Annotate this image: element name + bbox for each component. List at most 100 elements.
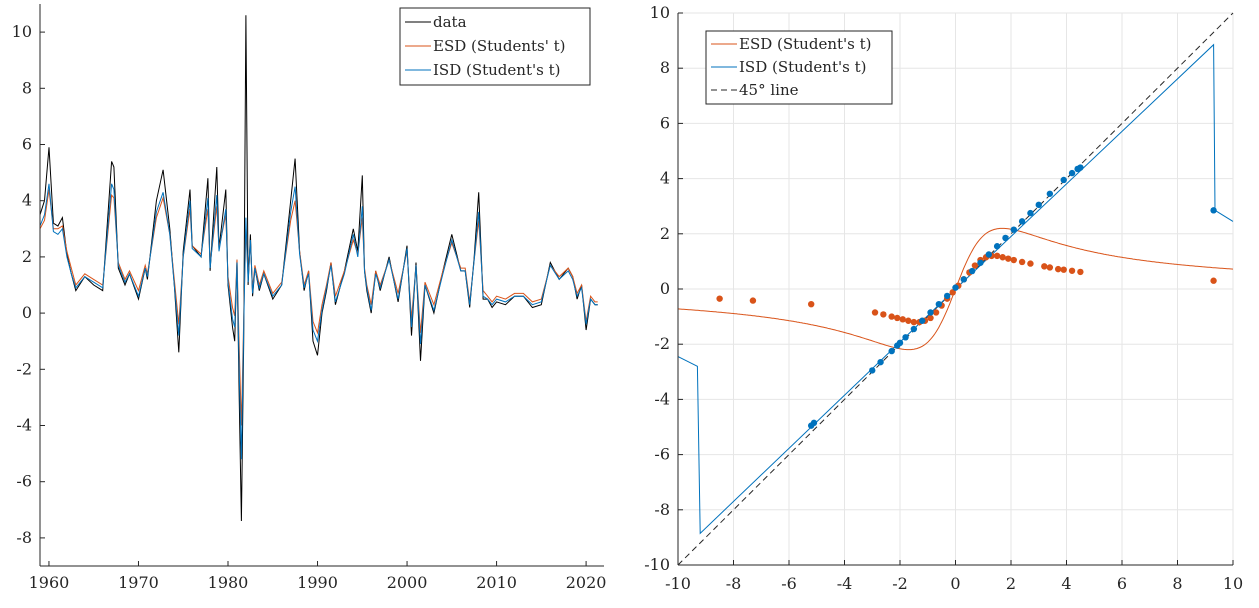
right-x-tick-label: 2 [1006, 574, 1016, 593]
right-isd-point [1027, 209, 1034, 217]
right-y-tick-label: 4 [660, 169, 670, 188]
left-series-line-2 [39, 183, 598, 460]
right-esd-point [888, 313, 895, 320]
left-legend-label: data [433, 13, 467, 31]
right-x-tick-label: -2 [892, 574, 908, 593]
right-isd-point [952, 284, 959, 291]
right-esd-point [716, 295, 723, 302]
right-isd-point [993, 243, 1001, 250]
right-esd-point [899, 316, 906, 323]
left-x-tick-label: 2020 [566, 573, 607, 592]
right-esd-point [749, 297, 757, 304]
right-x-tick-label: 8 [1172, 574, 1182, 593]
right-isd-point [1018, 218, 1026, 225]
left-x-tick-label: 1960 [29, 573, 70, 592]
right-esd-point [871, 309, 879, 316]
right-x-tick-label: 10 [1223, 574, 1243, 593]
right-x-tick-label: -10 [665, 574, 691, 593]
right-isd-point [1068, 169, 1076, 177]
right-x-tick-label: 0 [950, 574, 960, 593]
right-legend-label: ISD (Student's t) [739, 58, 866, 76]
right-y-tick-label: 6 [660, 113, 670, 132]
right-esd-point [1060, 266, 1067, 273]
left-y-tick-label: -4 [16, 416, 32, 435]
right-y-tick-label: -4 [654, 389, 670, 408]
right-isd-point [888, 347, 895, 355]
right-esd-point [880, 311, 887, 318]
right-y-tick-label: 10 [650, 3, 670, 22]
right-isd-point [869, 367, 876, 374]
right-esd-point [1046, 264, 1054, 271]
right-y-tick-label: -6 [654, 445, 670, 464]
left-y-tick-label: 10 [12, 22, 32, 41]
right-x-tick-label: 6 [1117, 574, 1127, 593]
left-series-line-1 [39, 189, 598, 426]
right-isd-point [935, 300, 943, 308]
right-chart-legend: ESD (Student's t) ISD (Student's t) 45° li… [705, 30, 893, 105]
right-esd-point [894, 314, 901, 322]
left-series-line-0 [39, 15, 598, 522]
left-y-tick-label: 4 [22, 191, 32, 210]
right-isd-point [943, 292, 951, 300]
right-y-tick-label: -2 [654, 334, 670, 353]
left-y-tick-label: -2 [16, 359, 32, 378]
right-isd-point [910, 325, 918, 333]
right-x-tick-label: -6 [781, 574, 797, 593]
left-legend-label: ISD (Student's t) [433, 61, 560, 79]
right-esd-point [808, 300, 815, 308]
right-esd-point [932, 309, 940, 316]
left-x-tick-label: 1990 [297, 573, 338, 592]
right-esd-point [1018, 258, 1026, 266]
right-y-tick-label: 2 [660, 224, 670, 243]
right-isd-point [1002, 234, 1009, 242]
left-legend-box [399, 7, 591, 86]
left-chart: 1960 1970 1980 1990 2000 2010 2020 -8 -6 -4 -2 0 2 4 6… [12, 4, 607, 592]
right-isd-point [919, 317, 926, 324]
right-esd-point [999, 254, 1006, 261]
right-y-tick-label: -10 [644, 555, 670, 574]
right-esd-point [1210, 277, 1217, 284]
right-esd-point [905, 317, 912, 324]
right-isd-point [1077, 164, 1084, 171]
right-x-tick-label: -4 [837, 574, 853, 593]
right-y-tick-label: 0 [660, 279, 670, 298]
right-y-tick-label: -8 [654, 500, 670, 519]
right-esd-point [1027, 260, 1034, 267]
left-y-tick-label: 0 [22, 303, 32, 322]
left-y-tick-label: -6 [16, 472, 32, 491]
right-esd-point [910, 318, 918, 326]
right-legend-label: 45° line [739, 81, 799, 99]
right-esd-point [927, 314, 934, 322]
right-isd-point [810, 419, 818, 427]
right-isd-point [877, 358, 884, 366]
right-esd-point [949, 289, 956, 296]
right-isd-point [1046, 190, 1054, 197]
left-legend-label: ESD (Students' t) [433, 37, 565, 55]
right-esd-point [1068, 267, 1076, 274]
left-x-tick-label: 2000 [387, 573, 428, 592]
left-y-tick-label: -8 [16, 528, 32, 547]
left-chart-legend: data ESD (Students' t) ISD (Student's t) [399, 7, 591, 86]
right-esd-point [1041, 263, 1048, 270]
left-y-tick-label: 8 [22, 78, 32, 97]
right-esd-point [1054, 265, 1062, 273]
left-y-tick-label: 2 [22, 247, 32, 266]
right-isd-point [927, 309, 934, 316]
left-x-tick-label: 2010 [476, 573, 517, 592]
right-esd-point [1077, 268, 1084, 276]
left-x-tick-label: 1970 [118, 573, 159, 592]
right-isd-point [1010, 226, 1017, 233]
right-esd-point [993, 252, 1001, 260]
right-isd-point [960, 276, 968, 283]
left-y-tick-label: 6 [22, 135, 32, 154]
right-isd-point [985, 251, 992, 258]
right-isd-point [896, 339, 904, 347]
right-esd-point [971, 262, 979, 269]
left-x-tick-label: 1980 [208, 573, 249, 592]
right-chart: -10 -8 -6 -4 -2 0 2 4 6 8 10 -10 -8 -6 -4 -2 0 2 4 6 8 10 ESD… [644, 3, 1243, 593]
right-isd-point [1035, 201, 1042, 209]
right-esd-point [1010, 256, 1017, 264]
right-isd-point [977, 259, 984, 266]
